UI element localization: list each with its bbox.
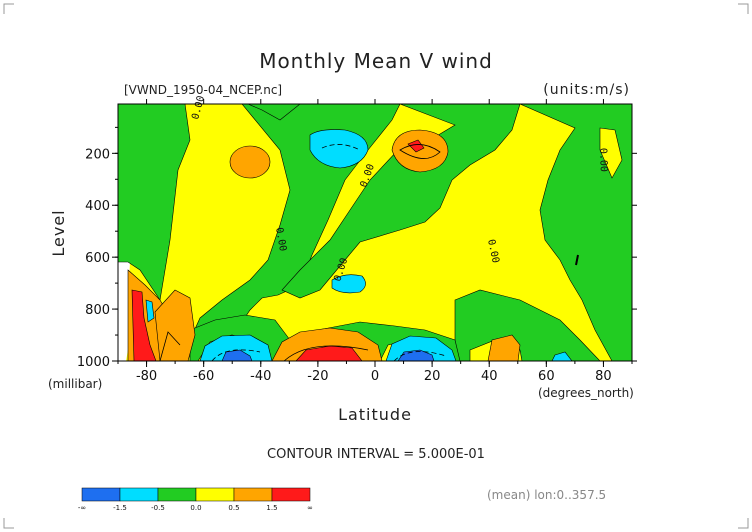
pos-contour-nh-small: [575, 254, 579, 266]
colorbar-swatch: [195, 487, 235, 502]
negative-contours: [211, 144, 447, 361]
mean-label: (mean) lon:0..357.5: [487, 488, 606, 502]
units-label: (units:m/s): [543, 82, 630, 98]
x-units-label: (degrees_north): [538, 386, 634, 400]
y-tick-label: 1000: [77, 355, 110, 370]
contour-interval-label: CONTOUR INTERVAL = 5.000E-01: [267, 447, 485, 462]
contour-label: 0.00: [273, 227, 288, 253]
region-red-polar: [131, 289, 157, 361]
colorbar-label: 0.5: [228, 504, 239, 512]
pos-contour-eq: [283, 345, 369, 361]
colorbar-label: -0.5: [151, 504, 165, 512]
x-tick-label: 60: [538, 369, 555, 384]
page-corner-marks: [3, 3, 749, 529]
pos-contour-upper: [399, 144, 441, 159]
colorbar: -∞ -1.5 -0.5 0.0 0.5 1.5 ∞: [78, 487, 313, 512]
axes: -80 -60 -40 -20 0 20 40 60 80 200 400 600 800 1000: [77, 99, 637, 384]
region-cyan-mid: [331, 274, 366, 294]
y-tick-label: 800: [85, 303, 110, 318]
green-regions: [118, 104, 632, 361]
x-tick-label: 40: [481, 369, 498, 384]
neg-contour-upper: [321, 144, 361, 151]
dataset-label: [VWND_1950-04_NCEP.nc]: [124, 83, 282, 97]
x-tick-label: 80: [595, 369, 612, 384]
region-blue-eq-surface: [397, 349, 435, 361]
blue-regions: [221, 349, 435, 361]
colorbar-label: 1.5: [266, 504, 277, 512]
contour-label: 0.00: [597, 148, 609, 172]
region-blue-s-surface: [221, 349, 253, 361]
region-cyan-s-surface: [199, 334, 273, 361]
y-units-label: (millibar): [48, 377, 102, 391]
contour-label: 0.00: [485, 238, 501, 264]
colorbar-label: -1.5: [113, 504, 127, 512]
region-red-upper: [407, 139, 425, 153]
neg-contour-s: [211, 349, 261, 361]
region-orange-nh-surface: [487, 334, 521, 361]
pos-contour-polar: [159, 331, 181, 361]
chart-title: Monthly Mean V wind: [259, 49, 493, 73]
x-tick-label: 0: [371, 369, 379, 384]
colorbar-swatch: [233, 487, 273, 502]
region-orange-upper-north: [391, 129, 449, 173]
region-cyan-upper: [309, 129, 369, 169]
colorbar-swatch: [81, 487, 121, 502]
colorbar-swatch: [157, 487, 197, 502]
colorbar-label: 0.0: [190, 504, 201, 512]
x-tick-label: -20: [307, 369, 328, 384]
y-tick-label: 600: [85, 251, 110, 266]
colorbar-swatch: [119, 487, 159, 502]
region-red-eq-surface: [295, 345, 363, 361]
colorbar-swatch: [271, 487, 311, 502]
region-orange-upper-south: [229, 145, 271, 179]
x-tick-label: -60: [193, 369, 214, 384]
neg-contour-eq: [393, 351, 447, 361]
x-tick-label: -40: [250, 369, 271, 384]
red-regions: [131, 139, 425, 361]
y-tick-label: 400: [85, 199, 110, 214]
region-green-sh-polar: [118, 104, 191, 301]
colorbar-label: -∞: [78, 504, 86, 512]
colorbar-label: ∞: [307, 504, 313, 512]
plot-area: [118, 104, 632, 361]
positive-contours: [159, 144, 579, 361]
x-tick-label: -80: [136, 369, 157, 384]
y-axis-title: Level: [49, 209, 68, 256]
region-green-top: [247, 104, 301, 121]
region-green-tropical: [281, 104, 521, 299]
region-yellow-nh-upper: [599, 127, 623, 179]
y-tick-label: 200: [85, 147, 110, 162]
x-tick-label: 20: [424, 369, 441, 384]
x-axis-title: Latitude: [338, 405, 412, 424]
region-green-nh-polar: [519, 104, 632, 361]
region-cyan-polar: [145, 299, 155, 323]
region-cyan-nh-surface: [551, 351, 573, 361]
